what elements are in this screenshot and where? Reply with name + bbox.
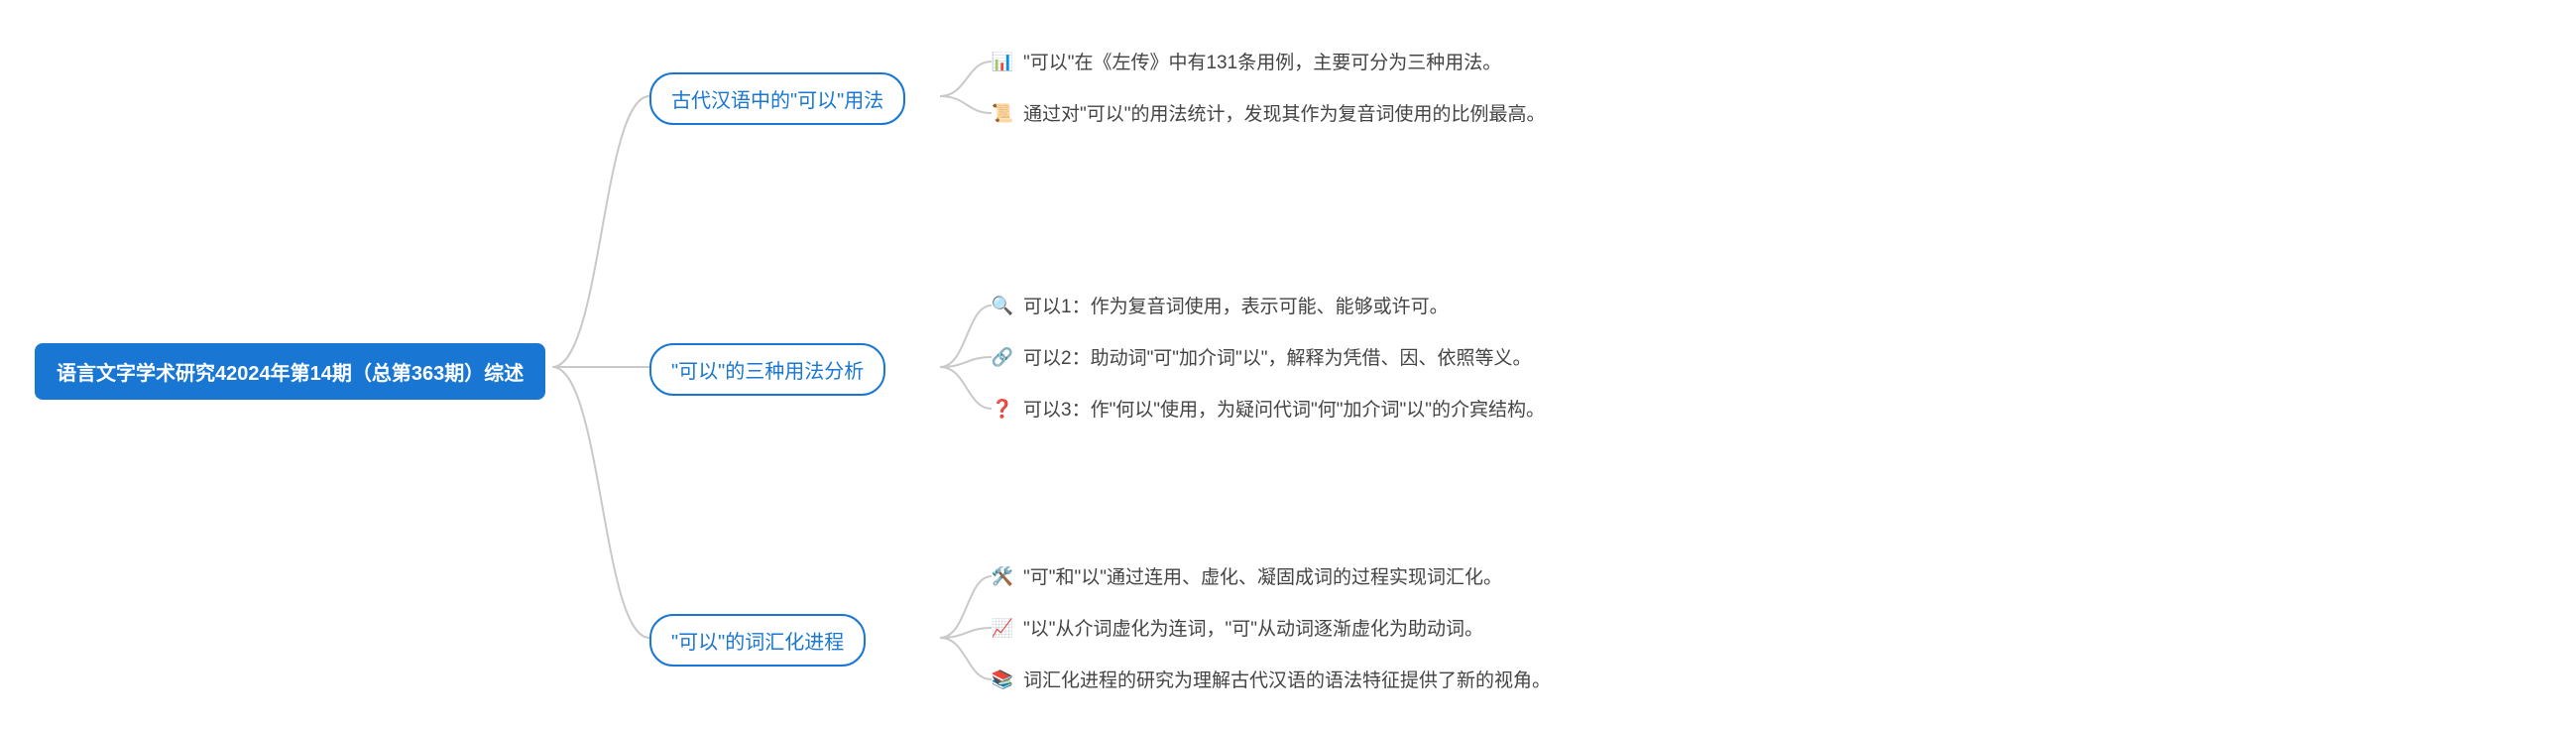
books-icon: 📚 (992, 669, 1013, 690)
scroll-icon: 📜 (992, 102, 1013, 124)
leaf-3a: 🛠️ "可"和"以"通过连用、虚化、凝固成词的过程实现词汇化。 (992, 562, 1502, 589)
leaf-3b: 📈 "以"从介词虚化为连词，"可"从动词逐渐虚化为助动词。 (992, 614, 1483, 641)
root-label: 语言文字学术研究42024年第14期（总第363期）综述 (57, 363, 524, 385)
bar-chart-icon: 📊 (992, 51, 1013, 72)
leaf-text: 可以2：助动词"可"加介词"以"，解释为凭借、因、依照等义。 (1023, 343, 1532, 370)
leaf-text: 可以3：作"何以"使用，为疑问代词"何"加介词"以"的介宾结构。 (1023, 395, 1545, 422)
magnifier-icon: 🔍 (992, 295, 1013, 316)
branch-three-usages[interactable]: "可以"的三种用法分析 (649, 343, 885, 396)
leaf-3c: 📚 词汇化进程的研究为理解古代汉语的语法特征提供了新的视角。 (992, 666, 1551, 692)
leaf-text: 可以1：作为复音词使用，表示可能、能够或许可。 (1023, 292, 1449, 318)
branch-label: "可以"的词汇化进程 (671, 632, 844, 654)
leaf-text: "以"从介词虚化为连词，"可"从动词逐渐虚化为助动词。 (1023, 614, 1483, 641)
root-node[interactable]: 语言文字学术研究42024年第14期（总第363期）综述 (35, 343, 545, 400)
leaf-2c: ❓ 可以3：作"何以"使用，为疑问代词"何"加介词"以"的介宾结构。 (992, 395, 1545, 422)
leaf-2b: 🔗 可以2：助动词"可"加介词"以"，解释为凭借、因、依照等义。 (992, 343, 1532, 370)
branch-lexicalization[interactable]: "可以"的词汇化进程 (649, 614, 866, 667)
chart-up-icon: 📈 (992, 617, 1013, 639)
branch-label: 古代汉语中的"可以"用法 (671, 90, 883, 112)
leaf-1b: 📜 通过对"可以"的用法统计，发现其作为复音词使用的比例最高。 (992, 99, 1546, 126)
question-icon: ❓ (992, 398, 1013, 420)
branch-label: "可以"的三种用法分析 (671, 361, 864, 383)
branch-ancient-usage[interactable]: 古代汉语中的"可以"用法 (649, 72, 905, 125)
tools-icon: 🛠️ (992, 565, 1013, 587)
leaf-text: 词汇化进程的研究为理解古代汉语的语法特征提供了新的视角。 (1023, 666, 1551, 692)
leaf-text: "可以"在《左传》中有131条用例，主要可分为三种用法。 (1023, 48, 1501, 74)
link-icon: 🔗 (992, 346, 1013, 368)
leaf-text: 通过对"可以"的用法统计，发现其作为复音词使用的比例最高。 (1023, 99, 1546, 126)
leaf-text: "可"和"以"通过连用、虚化、凝固成词的过程实现词汇化。 (1023, 562, 1502, 589)
leaf-2a: 🔍 可以1：作为复音词使用，表示可能、能够或许可。 (992, 292, 1449, 318)
leaf-1a: 📊 "可以"在《左传》中有131条用例，主要可分为三种用法。 (992, 48, 1501, 74)
